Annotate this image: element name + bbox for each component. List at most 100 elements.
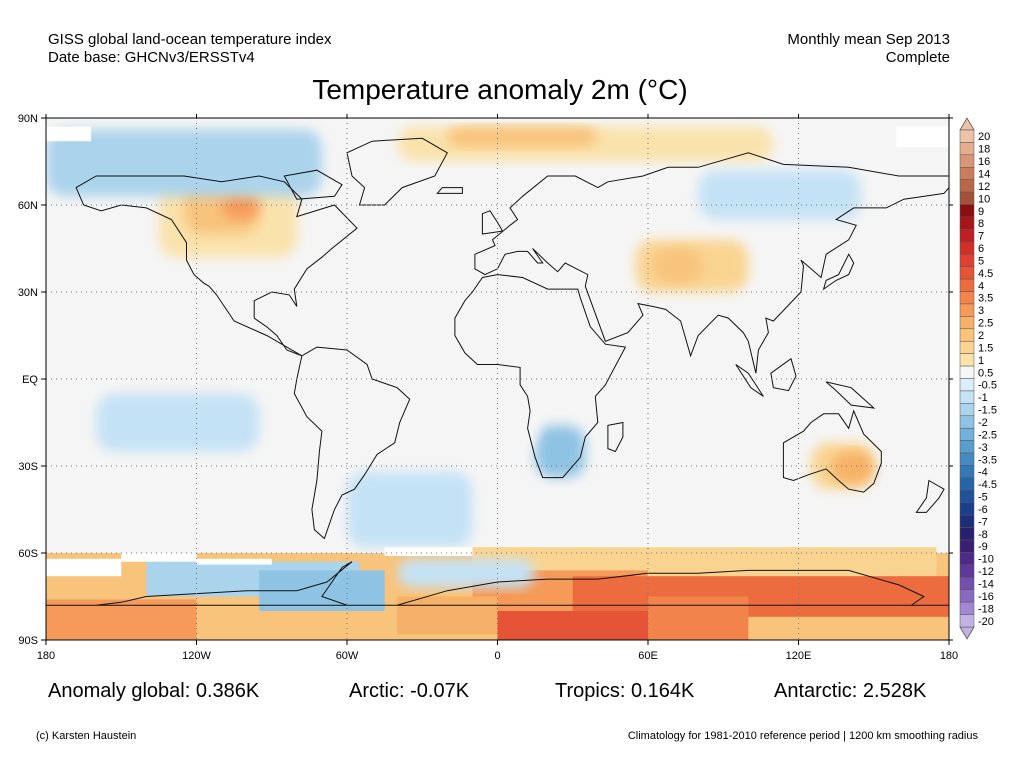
colorbar-label: 0.5 (978, 367, 993, 379)
colorbar-label: 10 (978, 193, 990, 205)
colorbar-label: -7 (978, 516, 988, 528)
anomaly-patch-10 (397, 596, 498, 635)
colorbar-label: -9 (978, 541, 988, 553)
colorbar-swatch (959, 378, 975, 392)
anomaly-patch-22 (698, 170, 862, 220)
x-tick-label: 180 (37, 650, 55, 662)
anomaly-patch-9 (46, 576, 147, 600)
anomaly-patch-6 (497, 611, 648, 640)
coastline-sumatra (735, 364, 764, 397)
anomaly-patch-8 (46, 599, 197, 640)
anomaly-patch-30 (923, 181, 949, 292)
colorbar-swatch (959, 191, 975, 205)
colorbar-label: -4 (978, 467, 988, 479)
colorbar-label: -10 (978, 554, 994, 566)
coastline-australia (782, 409, 882, 493)
y-tick-label: 60N (18, 200, 38, 212)
colorbar-label: 1 (978, 355, 984, 367)
anomaly-patch-31 (46, 219, 97, 292)
anomaly-patch-13 (221, 193, 260, 220)
colorbar-swatch (959, 266, 975, 280)
anomaly-patch-19 (831, 451, 874, 484)
colorbar-extend-bottom (959, 626, 975, 640)
colorbar-swatch (959, 229, 975, 243)
colorbar-label: 4.5 (978, 268, 993, 280)
anomaly-patch-24 (347, 471, 473, 548)
colorbar-label: -1 (978, 392, 988, 404)
colorbar-label: -2 (978, 417, 988, 429)
y-tick-label: EQ (22, 374, 38, 386)
coastline-africa (454, 274, 627, 479)
coastline-uk (481, 210, 504, 235)
colorbar-swatch (959, 465, 975, 479)
anomaly-patch-17 (653, 248, 704, 284)
colorbar-label: 3 (978, 305, 984, 317)
colorbar-swatch (959, 514, 975, 528)
colorbar-swatch (959, 577, 975, 590)
anomaly-patch-27 (472, 393, 536, 452)
missing-data-5 (896, 126, 949, 147)
colorbar-swatch (959, 427, 975, 441)
y-tick-label: 90N (18, 113, 38, 125)
colorbar-label: 1.5 (978, 342, 993, 354)
colorbar-label: -3.5 (978, 454, 997, 466)
colorbar-label: -14 (978, 579, 994, 591)
anomaly-patch-21 (46, 129, 322, 197)
anomaly-patch-25 (397, 558, 536, 588)
credit: (c) Karsten Haustein (36, 730, 137, 742)
database-label: Date base: GHCNv3/ERSSTv4 (48, 49, 255, 66)
colorbar-label: 7 (978, 231, 984, 243)
coastline-new-guinea (825, 381, 876, 409)
colorbar-swatch (959, 353, 975, 367)
missing-data-1 (121, 553, 197, 562)
stat-tropics: Tropics: 0.164K (555, 680, 695, 702)
colorbar-label: 8 (978, 218, 984, 230)
colorbar-swatch (959, 328, 975, 342)
colorbar-label: -0.5 (978, 380, 997, 392)
gridlines (46, 118, 949, 640)
y-tick-label: 30N (18, 287, 38, 299)
colorbar-swatch (959, 129, 975, 143)
coastline-greenland (346, 137, 448, 206)
colorbar-swatch (959, 154, 975, 168)
coastline-new-zealand (915, 479, 945, 513)
anomaly-patch-29 (121, 277, 210, 321)
source-title: GISS global land-ocean temperature index (48, 31, 332, 48)
colorbar-label: 18 (978, 144, 990, 156)
x-axis: 180 120W 60W 0 60E 120E 180 (37, 114, 958, 662)
methodology-note: Climatology for 1981-2010 reference peri… (627, 730, 978, 742)
stat-arctic: Arctic: -0.07K (349, 680, 470, 702)
colorbar-label: -3 (978, 442, 988, 454)
colorbar-swatch (959, 502, 975, 516)
colorbar-swatch (959, 539, 975, 553)
colorbar-label: 12 (978, 181, 990, 193)
colorbar-swatch (959, 254, 975, 267)
colorbar-swatch (959, 490, 975, 504)
colorbar-swatch (959, 303, 975, 317)
colorbar-label: 9 (978, 206, 984, 218)
colorbar-swatch (959, 403, 975, 417)
colorbar-label: 5 (978, 255, 984, 267)
colorbar: 201816141210987654.543.532.521.510.5-0.5… (959, 117, 997, 640)
colorbar-label: -20 (978, 616, 994, 628)
colorbar-label: 6 (978, 243, 984, 255)
x-tick-label: 180 (940, 650, 958, 662)
coastline-madagascar (607, 421, 624, 453)
chart-title: Temperature anomaly 2m (°C) (312, 74, 688, 105)
colorbar-label: -5 (978, 492, 988, 504)
colorbar-swatch (959, 241, 975, 255)
coastline-antarctica (46, 561, 949, 606)
colorbar-swatch (959, 390, 975, 404)
period-label: Monthly mean Sep 2013 (787, 31, 950, 48)
colorbar-extend-top (959, 117, 975, 131)
coastline-south-america (293, 346, 411, 540)
coastline-baffin (283, 169, 343, 200)
colorbar-label: -12 (978, 566, 994, 578)
y-tick-label: 90S (18, 635, 38, 647)
x-tick-label: 60W (336, 650, 359, 662)
colorbar-swatch (959, 291, 975, 305)
colorbar-swatch (959, 365, 975, 379)
anomaly-patch-26 (284, 321, 398, 379)
colorbar-swatch (959, 340, 975, 354)
missing-data-2 (196, 558, 272, 565)
